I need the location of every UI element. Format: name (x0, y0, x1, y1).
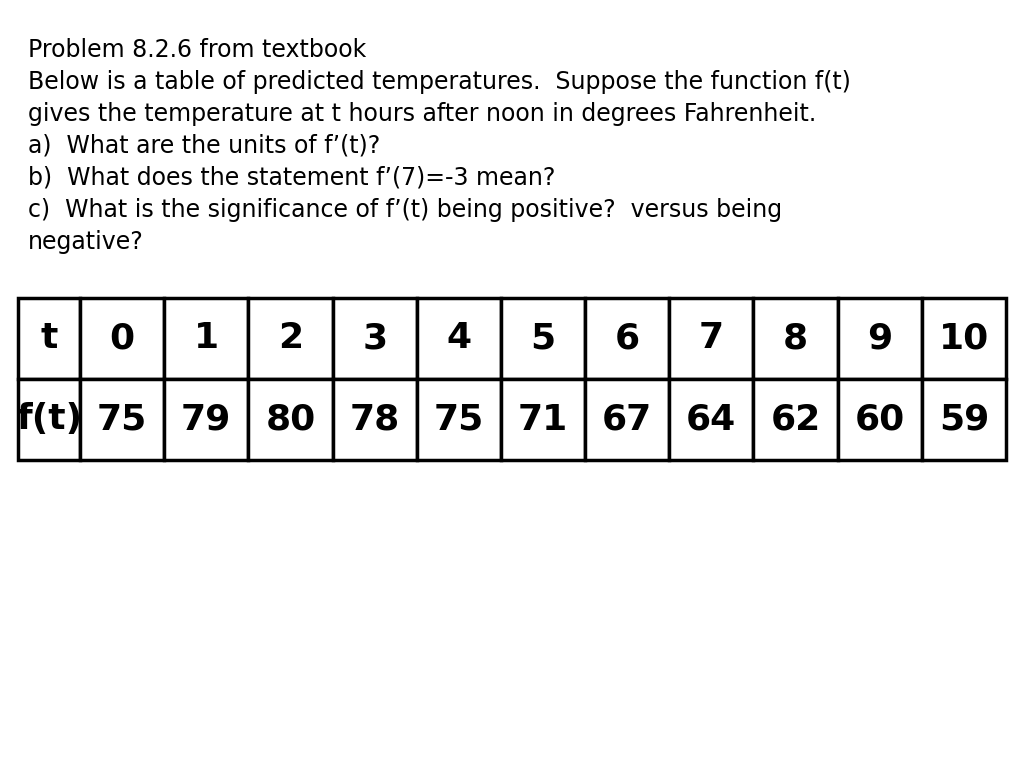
Bar (585, 379, 670, 460)
Text: 75: 75 (434, 402, 484, 436)
Bar (249, 379, 333, 460)
Text: t: t (40, 322, 57, 356)
Text: 4: 4 (446, 322, 471, 356)
Text: 71: 71 (518, 402, 568, 436)
Text: 62: 62 (770, 402, 820, 436)
Text: 5: 5 (530, 322, 556, 356)
Text: 9: 9 (867, 322, 892, 356)
Text: 7: 7 (698, 322, 724, 356)
Text: negative?: negative? (28, 230, 143, 254)
Text: 3: 3 (362, 322, 387, 356)
Text: 8: 8 (783, 322, 808, 356)
Text: 64: 64 (686, 402, 736, 436)
Text: 67: 67 (602, 402, 652, 436)
Bar (838, 379, 922, 460)
Bar (164, 298, 249, 379)
Text: gives the temperature at t hours after noon in degrees Fahrenheit.: gives the temperature at t hours after n… (28, 102, 816, 126)
Bar (80, 379, 164, 460)
Bar (670, 298, 754, 379)
Bar (164, 379, 249, 460)
Text: b)  What does the statement f’(7)=-3 mean?: b) What does the statement f’(7)=-3 mean… (28, 166, 555, 190)
Text: c)  What is the significance of f’(t) being positive?  versus being: c) What is the significance of f’(t) bei… (28, 198, 782, 222)
Text: 0: 0 (110, 322, 134, 356)
Text: 75: 75 (97, 402, 147, 436)
Text: 10: 10 (939, 322, 989, 356)
Text: 1: 1 (194, 322, 219, 356)
Bar (417, 298, 501, 379)
Bar (333, 379, 417, 460)
Bar (501, 379, 585, 460)
Bar (922, 298, 1006, 379)
Bar (922, 379, 1006, 460)
Bar (838, 298, 922, 379)
Text: f(t): f(t) (16, 402, 82, 436)
Bar (417, 379, 501, 460)
Text: 78: 78 (349, 402, 399, 436)
Text: a)  What are the units of f’(t)?: a) What are the units of f’(t)? (28, 134, 380, 158)
Bar (249, 298, 333, 379)
Text: 6: 6 (614, 322, 640, 356)
Bar (585, 298, 670, 379)
Text: 79: 79 (181, 402, 231, 436)
Text: 60: 60 (855, 402, 905, 436)
Text: 59: 59 (939, 402, 989, 436)
Bar (670, 379, 754, 460)
Bar (18, 298, 80, 379)
Text: Problem 8.2.6 from textbook: Problem 8.2.6 from textbook (28, 38, 367, 62)
Bar (18, 379, 80, 460)
Bar (80, 298, 164, 379)
Text: 80: 80 (265, 402, 315, 436)
Text: Below is a table of predicted temperatures.  Suppose the function f(t): Below is a table of predicted temperatur… (28, 70, 851, 94)
Text: 2: 2 (278, 322, 303, 356)
Bar (754, 298, 838, 379)
Bar (754, 379, 838, 460)
Bar (333, 298, 417, 379)
Bar (501, 298, 585, 379)
